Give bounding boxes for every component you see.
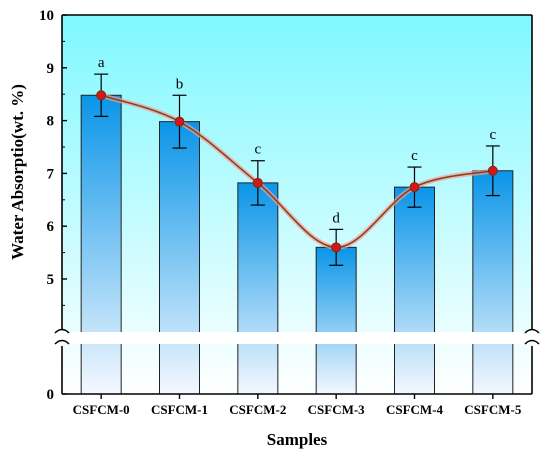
x-axis-title: Samples [267,430,328,449]
bars-group [80,94,514,395]
bar-csfcm-0 [80,94,122,395]
trend-marker-csfcm-2 [252,177,263,188]
significance-letter: c [489,127,496,143]
significance-letter: c [411,148,418,164]
significance-letter: a [98,55,105,71]
significance-letters-group: a b c d c c [98,55,497,226]
significance-letter: c [254,142,261,158]
x-tick-label: CSFCM-3 [308,402,366,417]
trend-marker-csfcm-1 [174,116,185,127]
x-tick-label: CSFCM-2 [229,402,286,417]
x-tick-label: CSFCM-1 [151,402,208,417]
x-tick-label: CSFCM-4 [386,402,444,417]
bar-csfcm-5 [472,170,514,395]
y-tick-label: 0 [47,387,55,403]
x-tick-label: CSFCM-5 [464,402,522,417]
y-tick-label: 5 [47,272,55,288]
significance-letter: d [332,210,340,226]
trend-marker-csfcm-4 [409,182,420,193]
y-tick-label: 8 [47,114,55,130]
bar-csfcm-2 [237,182,279,395]
y-axis-ticks: 0 5 6 7 8 9 10 [39,8,67,403]
y-tick-label: 10 [39,8,54,24]
y-axis-title: Water Absorptio(wt. %) [8,84,27,260]
axis-break-marks [54,328,540,345]
x-axis-ticks: CSFCM-0 CSFCM-1 CSFCM-2 CSFCM-3 CSFCM-4 CSFCM… [73,394,522,417]
bar-csfcm-1 [159,121,200,395]
y-tick-label: 7 [47,166,55,182]
significance-letter: b [176,76,184,92]
x-tick-label: CSFCM-0 [73,402,130,417]
trend-marker-csfcm-5 [487,165,498,176]
axis-break-gap [40,332,550,344]
trend-line-group [96,90,498,253]
plot-background [62,15,532,394]
bar-csfcm-3 [315,246,357,395]
trend-marker-csfcm-3 [331,242,342,253]
bar-csfcm-4 [394,186,435,395]
y-tick-label: 9 [47,61,55,77]
trend-marker-csfcm-0 [96,90,107,101]
y-tick-label: 6 [47,219,55,235]
